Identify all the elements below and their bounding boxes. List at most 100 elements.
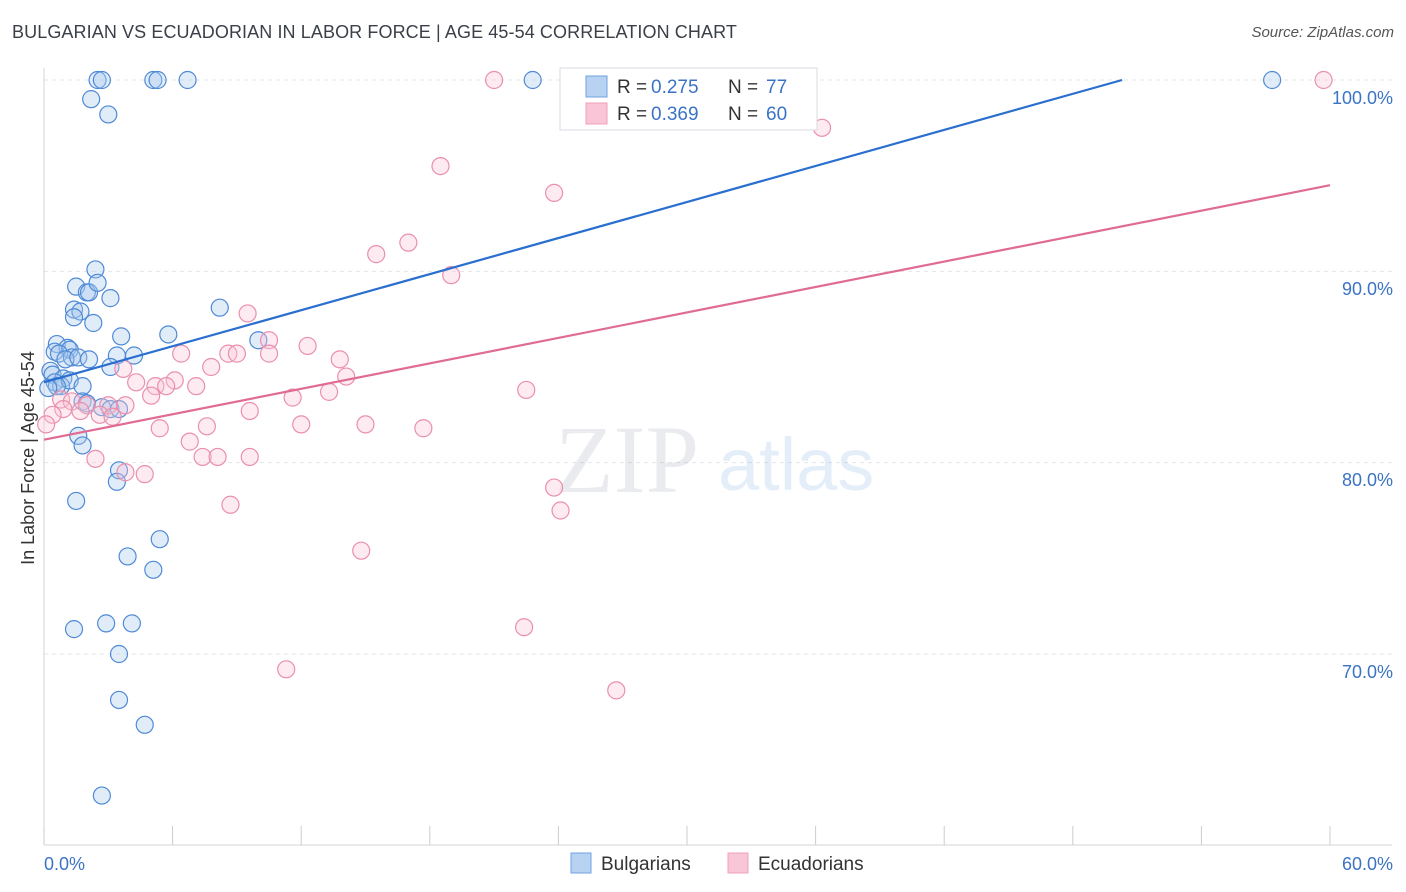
bulgarians-point [135,715,154,734]
ecuadorians-point [114,359,133,379]
watermark-atlas: atlas [718,423,874,506]
ecuadorians-point [37,415,56,434]
ecuadorians-point [43,405,62,424]
bulgarians-point [523,70,542,90]
legend-r-value: 0.369 [651,104,699,125]
bulgarians-point [159,325,178,344]
bulgarians-point [92,70,111,90]
bulgarians-point [101,289,120,308]
bulgarians-point [92,786,111,805]
ecuadorians-point [337,367,356,386]
ecuadorians-point [240,447,259,467]
ecuadorians-point [259,344,279,363]
ecuadorians-point [71,401,90,421]
ecuadorians-point [414,419,433,438]
ecuadorians-point [515,618,534,637]
ecuadorians-point [485,70,504,90]
bottom-legend-label-bulgarians: Bulgarians [601,854,691,875]
ecuadorians-point [545,183,564,202]
legend-swatch-blue [585,75,608,98]
ecuadorians-point [221,495,240,514]
ecuadorians-point [238,304,257,323]
bulgarians-point [109,644,129,664]
legend-r-label: R = [617,77,647,98]
legend-n-label: N = [728,77,758,98]
bulgarians-point [86,260,105,279]
y-tick-label: 90.0% [1342,279,1393,299]
ecuadorians-point [352,541,371,560]
bulgarians-point [109,690,129,710]
bulgarians-point [39,378,58,398]
trendline-bulgarians [43,78,1123,384]
stats-legend: R = 0.275 N = 77 R = 0.369 N = 60 [559,67,818,131]
series-ecuadorians-points [37,70,1333,700]
bulgarians-point [99,105,118,124]
legend-r-label: R = [617,104,647,125]
y-tick-label: 80.0% [1342,470,1393,490]
x-tick-label-min: 0.0% [44,854,85,874]
bulgarians-point [73,436,92,455]
bulgarians-point [109,461,129,480]
ecuadorians-point [197,417,216,436]
ecuadorians-point [172,344,191,363]
x-tick-label-max: 60.0% [1342,854,1393,874]
bulgarians-point [88,273,107,292]
bulgarians-point [144,560,163,579]
ecuadorians-point [103,407,122,426]
bulgarians-point [73,377,92,396]
ecuadorians-point [157,377,176,396]
legend-swatch-pink [585,102,608,125]
y-tick-label: 70.0% [1342,662,1393,682]
bulgarians-point [82,90,101,109]
bulgarians-point [249,331,268,350]
bottom-legend-label-ecuadorians: Ecuadorians [758,854,864,875]
ecuadorians-point [146,377,165,396]
bulgarians-point [67,491,86,511]
ecuadorians-point [607,681,626,700]
ecuadorians-point [150,419,169,438]
ecuadorians-point [367,245,386,264]
ecuadorians-point [517,380,536,400]
ecuadorians-point [330,350,349,369]
ecuadorians-point [240,401,259,421]
bulgarians-point [144,70,163,90]
watermark: ZIP atlas [555,406,874,513]
y-tick-label: 100.0% [1332,88,1393,108]
ecuadorians-point [442,266,461,285]
ecuadorians-point [227,344,246,363]
ecuadorians-point [86,449,105,468]
bulgarians-point [148,70,167,90]
bottom-legend-swatch-bulgarians [570,852,592,874]
ecuadorians-point [356,415,375,434]
bulgarians-point [1263,70,1282,90]
bulgarians-point [178,70,197,90]
bulgarians-point [150,530,169,549]
ecuadorians-point [283,388,302,407]
chart-title: BULGARIAN VS ECUADORIAN IN LABOR FORCE |… [12,22,737,42]
ecuadorians-point [180,432,199,451]
ecuadorians-point [202,357,221,377]
ecuadorians-point [319,382,339,401]
bulgarians-point [64,300,84,319]
legend-n-value: 77 [766,77,787,98]
ecuadorians-point [545,478,564,497]
ecuadorians-point [399,233,418,252]
ecuadorians-point [259,331,279,350]
bulgarians-point [88,70,107,90]
ecuadorians-point [187,377,206,396]
ecuadorians-point [208,447,227,467]
series-legend: Bulgarians Ecuadorians [570,852,864,875]
bulgarians-point [118,547,137,566]
bulgarians-point [210,298,229,317]
ecuadorians-point [277,660,296,679]
y-tick-labels: 100.0% 90.0% 80.0% 70.0% [1332,88,1393,682]
x-axis-ticks [43,826,1331,845]
ecuadorians-point [142,386,161,405]
bulgarians-point [97,614,116,633]
ecuadorians-point [116,463,135,482]
bottom-legend-swatch-ecuadorians [727,852,749,874]
ecuadorians-point [298,336,317,356]
ecuadorians-point [127,373,146,392]
ecuadorians-point [551,501,570,520]
